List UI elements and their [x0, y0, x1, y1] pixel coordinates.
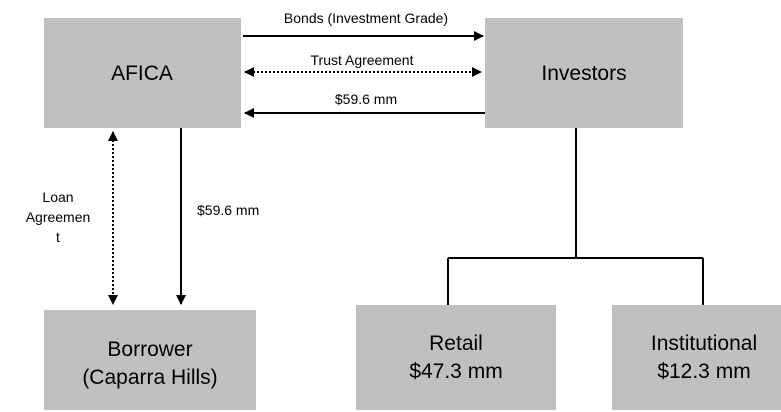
- retail-box: [356, 305, 556, 410]
- afica-box: [44, 18, 241, 128]
- node-label: $47.3 mm: [409, 360, 502, 383]
- borrower-box: [44, 310, 256, 410]
- edge-label: Trust Agreement: [311, 52, 414, 68]
- node-label: AFICA: [111, 62, 173, 85]
- edge-label: $59.6 mm: [335, 91, 397, 107]
- node-label: $12.3 mm: [657, 360, 750, 383]
- node-label: (Caparra Hills): [82, 366, 217, 389]
- node-label: Investors: [541, 62, 626, 85]
- edge-label: t: [56, 229, 60, 245]
- node-label: Borrower: [107, 338, 192, 361]
- edge-label: Loan: [42, 189, 73, 205]
- investors-box: [485, 18, 683, 128]
- edge-label: $59.6 mm: [197, 202, 259, 218]
- edge-label: Bonds (Investment Grade): [284, 10, 448, 26]
- tree-connector: [447, 128, 704, 305]
- node-label: Retail: [429, 332, 483, 355]
- institutional-box: [612, 305, 781, 410]
- edge-label: Agreemen: [26, 209, 91, 225]
- node-label: Institutional: [651, 332, 757, 355]
